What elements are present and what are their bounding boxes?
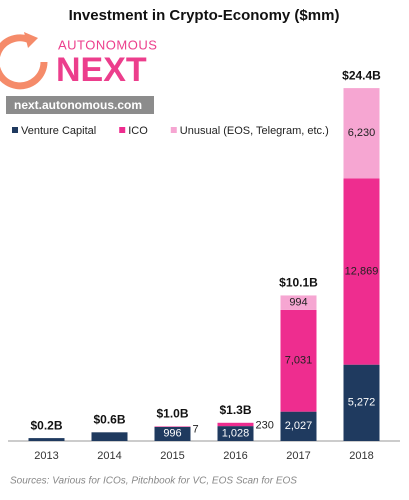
total-label: $0.2B [30, 418, 62, 432]
legend-label: Venture Capital [21, 125, 96, 137]
bar-segment [343, 88, 380, 179]
total-label: $1.3B [219, 403, 251, 417]
total-label: $10.1B [279, 276, 318, 290]
value-label: 2,027 [285, 420, 313, 432]
bar-segment [217, 422, 254, 427]
value-label: 7 [193, 423, 199, 435]
url: next.autonomous.com [14, 98, 142, 112]
x-tick-label: 2014 [97, 450, 121, 462]
bar-segment [343, 364, 380, 441]
logo-bottom: NEXT [56, 51, 147, 89]
legend-swatch [170, 127, 177, 133]
x-tick-label: 2017 [286, 450, 310, 462]
legend-swatch [119, 127, 126, 133]
bar-segment [154, 426, 191, 441]
source: Sources: Various for ICOs, Pitchbook for… [10, 476, 297, 487]
logo-arrow [24, 32, 38, 48]
x-tick-label: 2018 [349, 450, 373, 462]
total-label: $1.0B [156, 407, 188, 421]
value-label: 230 [256, 420, 274, 432]
url-box [6, 96, 154, 114]
bar-segment [280, 309, 317, 412]
logo-arc [0, 34, 48, 90]
total-label: $24.4B [342, 68, 381, 82]
value-label: 996 [163, 428, 181, 440]
legend-swatch [12, 127, 18, 133]
bar-segment [28, 438, 65, 441]
value-label: 5,272 [348, 397, 376, 409]
value-label: 994 [289, 297, 307, 309]
x-tick-label: 2015 [160, 450, 184, 462]
bar-segment [343, 178, 380, 365]
logo: AUTONOMOUS NEXT next.autonomous.com [0, 32, 157, 114]
value-label: 6,230 [348, 127, 376, 139]
legend-label: Unusual (EOS, Telegram, etc.) [180, 125, 329, 137]
x-tick-label: 2013 [34, 450, 58, 462]
bar-segment [91, 432, 128, 441]
bar-segment [154, 426, 191, 427]
bar-segment [217, 426, 254, 441]
bar-segment [280, 295, 317, 310]
legend-label: ICO [128, 125, 148, 137]
bar-segment [280, 411, 317, 441]
value-label: 1,028 [222, 427, 250, 439]
chart-title: Investment in Crypto-Economy ($mm) [69, 7, 340, 24]
logo-top: AUTONOMOUS [58, 37, 157, 52]
total-label: $0.6B [93, 412, 125, 426]
value-label: 7,031 [285, 355, 313, 367]
x-tick-label: 2016 [223, 450, 247, 462]
value-label: 12,869 [345, 265, 379, 277]
